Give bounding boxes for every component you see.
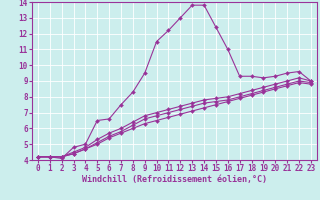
X-axis label: Windchill (Refroidissement éolien,°C): Windchill (Refroidissement éolien,°C) (82, 175, 267, 184)
